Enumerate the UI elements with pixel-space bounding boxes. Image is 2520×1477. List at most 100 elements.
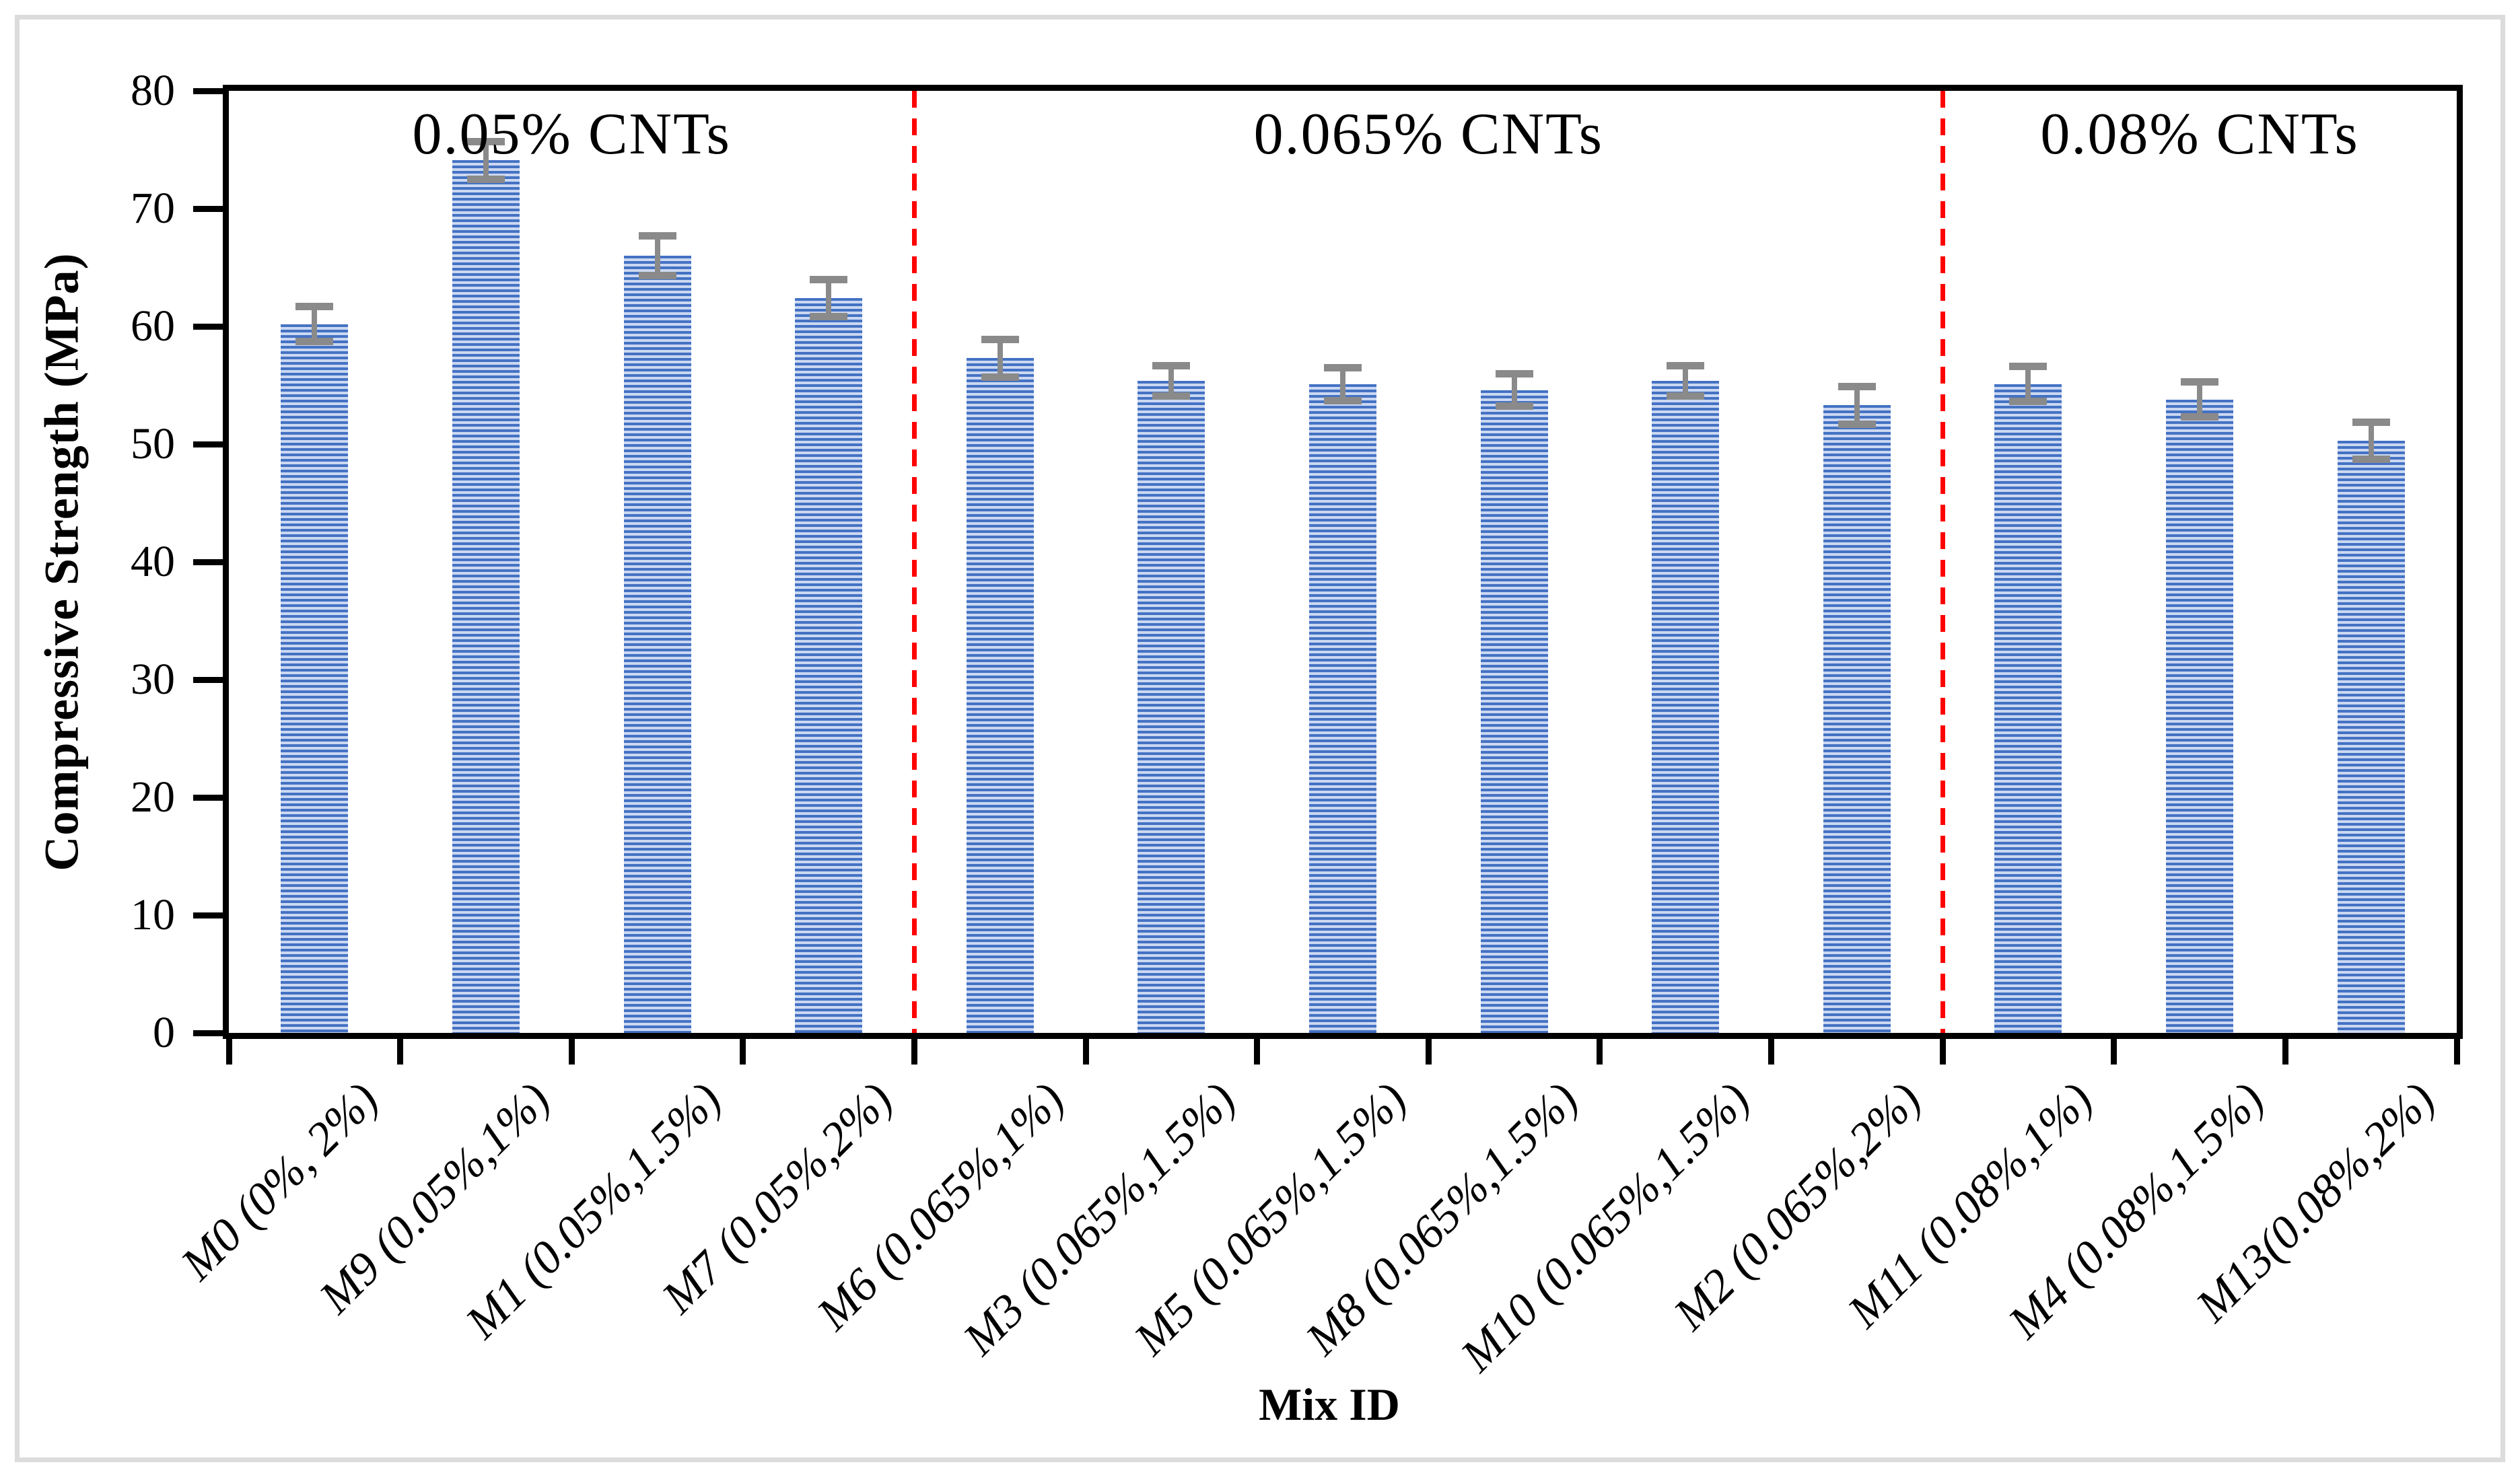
error-bar-stem bbox=[1168, 361, 1175, 400]
section-divider-line bbox=[1940, 91, 1945, 1033]
bar bbox=[623, 256, 691, 1033]
error-bar bbox=[638, 232, 676, 279]
bar bbox=[452, 160, 520, 1033]
x-axis-title: Mix ID bbox=[1259, 1379, 1400, 1430]
section-label: 0.065% CNTs bbox=[1253, 102, 1603, 167]
x-axis-tick bbox=[1768, 1039, 1775, 1065]
bar bbox=[795, 298, 863, 1033]
error-bar-cap-bottom bbox=[1667, 392, 1705, 400]
error-bar-cap-bottom bbox=[1152, 392, 1191, 400]
x-axis-tick bbox=[2453, 1039, 2460, 1065]
x-axis-tick bbox=[1939, 1039, 1946, 1065]
y-axis-tick bbox=[193, 323, 223, 330]
y-tick-label: 10 bbox=[131, 890, 175, 939]
error-bar-cap-top bbox=[1152, 361, 1191, 369]
error-bar-cap-top bbox=[2181, 378, 2219, 386]
x-category-label: M10 (0.065%,1.5%) bbox=[1450, 1073, 1760, 1382]
error-bar bbox=[1667, 361, 1705, 400]
x-axis-tick bbox=[1597, 1039, 1603, 1065]
y-tick-label: 70 bbox=[131, 184, 175, 233]
error-bar-cap-top bbox=[638, 232, 676, 240]
y-tick-label: 0 bbox=[153, 1008, 175, 1057]
x-axis-tick bbox=[225, 1039, 232, 1065]
y-axis-tick bbox=[193, 441, 223, 447]
y-axis-tick bbox=[193, 794, 223, 801]
error-bar-cap-bottom bbox=[981, 373, 1019, 381]
error-bar-stem bbox=[2197, 378, 2203, 421]
y-axis-tick bbox=[193, 676, 223, 683]
error-bar-cap-bottom bbox=[2352, 456, 2390, 463]
bar bbox=[2337, 440, 2405, 1033]
error-bar-cap-bottom bbox=[1838, 420, 1876, 428]
error-bar-cap-bottom bbox=[295, 338, 334, 345]
plot-area: 0.05% CNTs 0.065% CNTs 0.08% CNTs bbox=[223, 85, 2463, 1039]
error-bar-cap-bottom bbox=[1495, 402, 1533, 410]
y-axis-tick bbox=[193, 205, 223, 212]
error-bar-stem bbox=[1683, 361, 1689, 400]
error-bar-cap-top bbox=[2352, 418, 2390, 426]
error-bar-cap-bottom bbox=[2009, 398, 2048, 406]
bar bbox=[1309, 384, 1376, 1033]
error-bar-cap-top bbox=[466, 138, 505, 145]
error-bar-cap-top bbox=[1324, 364, 1362, 371]
error-bar-cap-top bbox=[1667, 361, 1705, 369]
section-divider-line bbox=[911, 91, 917, 1033]
error-bar-cap-bottom bbox=[810, 313, 848, 321]
error-bar bbox=[1838, 383, 1876, 428]
error-bar bbox=[1495, 369, 1533, 410]
bar bbox=[966, 358, 1034, 1033]
error-bar-cap-top bbox=[981, 336, 1019, 343]
bar bbox=[1138, 380, 1205, 1033]
y-axis-tick bbox=[193, 912, 223, 918]
error-bar-cap-top bbox=[1495, 369, 1533, 377]
error-bar-stem bbox=[312, 303, 318, 345]
error-bar bbox=[981, 336, 1019, 381]
y-axis-tick bbox=[193, 559, 223, 565]
error-bar-stem bbox=[654, 232, 660, 279]
x-axis-tick bbox=[2282, 1039, 2288, 1065]
x-axis-tick bbox=[2111, 1039, 2118, 1065]
error-bar-stem bbox=[826, 275, 832, 321]
bar bbox=[1480, 390, 1548, 1033]
y-axis-tick bbox=[193, 87, 223, 94]
x-axis-tick bbox=[1425, 1039, 1432, 1065]
error-bar-stem bbox=[1340, 364, 1345, 404]
error-bar bbox=[1152, 361, 1191, 400]
error-bar-stem bbox=[1854, 383, 1860, 428]
bar bbox=[1994, 384, 2062, 1033]
error-bar bbox=[466, 138, 505, 183]
error-bar-cap-top bbox=[2009, 363, 2048, 371]
error-bar-stem bbox=[2368, 418, 2374, 463]
y-tick-label: 50 bbox=[131, 419, 175, 468]
y-tick-label: 60 bbox=[131, 301, 175, 351]
error-bar-cap-bottom bbox=[2181, 413, 2219, 421]
y-tick-label: 30 bbox=[131, 655, 175, 704]
x-axis-tick bbox=[1082, 1039, 1089, 1065]
error-bar-stem bbox=[997, 336, 1003, 381]
bar bbox=[1652, 380, 1720, 1033]
error-bar-cap-bottom bbox=[638, 272, 676, 279]
y-axis-tick bbox=[193, 1030, 223, 1036]
x-axis-tick bbox=[911, 1039, 917, 1065]
y-tick-label: 80 bbox=[131, 66, 175, 115]
x-axis-tick bbox=[397, 1039, 404, 1065]
y-tick-label: 40 bbox=[131, 537, 175, 586]
error-bar-stem bbox=[1511, 369, 1517, 410]
error-bar-cap-bottom bbox=[1324, 396, 1362, 404]
error-bar bbox=[2181, 378, 2219, 421]
error-bar bbox=[1324, 364, 1362, 404]
bar bbox=[2166, 399, 2234, 1033]
error-bar bbox=[2352, 418, 2390, 463]
x-axis-tick bbox=[740, 1039, 746, 1065]
error-bar-stem bbox=[2025, 363, 2031, 406]
error-bar-stem bbox=[483, 138, 489, 183]
error-bar bbox=[295, 303, 334, 345]
error-bar bbox=[810, 275, 848, 321]
error-bar-cap-top bbox=[295, 303, 334, 310]
y-tick-label: 20 bbox=[131, 772, 175, 822]
section-label: 0.08% CNTs bbox=[2040, 102, 2359, 167]
bar bbox=[281, 324, 349, 1033]
x-axis-tick bbox=[568, 1039, 575, 1065]
section-label: 0.05% CNTs bbox=[412, 102, 731, 167]
error-bar bbox=[2009, 363, 2048, 406]
